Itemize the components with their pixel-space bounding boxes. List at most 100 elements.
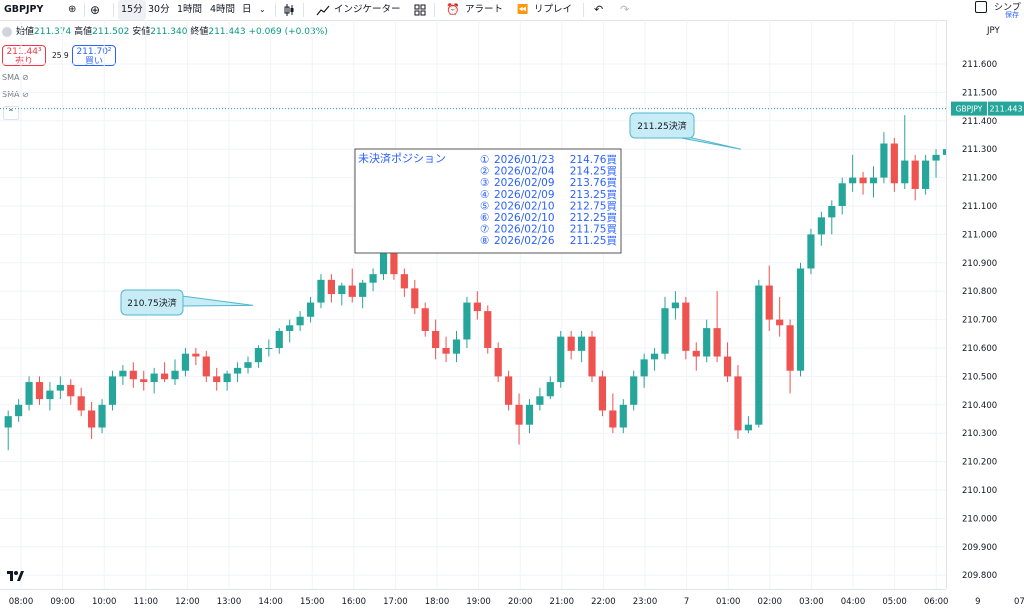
candle-body	[557, 336, 565, 383]
alarm-clock-icon[interactable]: ⏰	[446, 3, 460, 16]
candle-body	[536, 396, 544, 405]
candle-body	[828, 206, 836, 218]
x-tick-label: 9	[975, 597, 980, 607]
candle-body	[640, 359, 648, 377]
position-price: 211.25買	[570, 235, 618, 247]
save-link[interactable]: 保存	[1005, 11, 1019, 19]
candle-body	[838, 183, 846, 206]
position-number: ⑧	[480, 235, 489, 247]
change-value: +0.069 (+0.03%)	[248, 27, 328, 37]
indicators-button[interactable]: インジケーター	[334, 4, 401, 15]
tab-timeframe-1d[interactable]: 日	[242, 4, 252, 15]
indicators-icon[interactable]	[316, 0, 330, 20]
position-date: 2026/02/26	[494, 235, 555, 247]
toolbar-divider	[84, 3, 85, 17]
toolbar-divider	[303, 3, 304, 17]
candle-body	[202, 356, 210, 377]
candle-body	[723, 356, 732, 377]
candle-body	[661, 308, 669, 354]
price-axis[interactable]	[946, 20, 1024, 589]
candle-body	[911, 160, 919, 189]
time-axis[interactable]	[0, 589, 946, 610]
candle-body	[140, 379, 148, 383]
buy-button[interactable]: 211.70² 買い	[72, 45, 116, 67]
buy-label: 買い	[84, 57, 103, 67]
candle-body	[67, 384, 75, 397]
callout-label: 210.75決済	[127, 297, 177, 309]
replay-icon[interactable]: ⏪	[517, 5, 529, 15]
close-value: 211.443	[208, 27, 246, 37]
sell-price: 211.44³	[6, 47, 42, 57]
candle-body	[880, 143, 888, 178]
callout-label: 211.25決済	[637, 120, 687, 132]
position-number: ⑤	[480, 200, 489, 212]
add-symbol-icon[interactable]: ⊕	[90, 3, 101, 17]
toolbar-divider	[583, 3, 584, 17]
candle-body	[181, 353, 190, 371]
position-date: 2026/02/04	[494, 166, 555, 178]
candle-body	[588, 336, 596, 377]
candle-body	[400, 274, 408, 289]
candle-body	[442, 348, 450, 354]
eye-off-icon[interactable]: ⊘	[22, 73, 29, 82]
candle-body	[922, 160, 930, 189]
undo-icon[interactable]: ↶	[594, 3, 604, 16]
candle-body	[265, 348, 273, 349]
indicator-sma-2[interactable]: SMA ⊘	[2, 90, 29, 99]
candle-body	[160, 373, 169, 380]
candle-type-icon[interactable]	[284, 0, 294, 20]
currency-label[interactable]: JPY	[987, 26, 1000, 36]
alert-button[interactable]: アラート	[465, 4, 504, 15]
position-date: 2026/02/09	[494, 177, 555, 189]
candle-body	[463, 302, 471, 340]
candle-body	[192, 353, 200, 357]
position-price: 212.75買	[570, 200, 618, 212]
candle-body	[609, 410, 617, 428]
candle-body	[452, 339, 461, 354]
symbol-search-icon[interactable]: ⊕	[68, 4, 77, 15]
symbol-dot-icon	[2, 26, 12, 37]
candle-body	[713, 328, 721, 357]
positions-box: 未決済ポジション ① 2026/01/23 214.76買 ② 2026/02/04 214…	[354, 148, 622, 254]
candle-body	[598, 376, 607, 411]
high-value: 211.502	[92, 27, 130, 37]
tradingview-logo	[6, 570, 24, 585]
tab-timeframe-1h[interactable]: 1時間	[177, 4, 203, 15]
candle-body	[327, 279, 335, 295]
candle-body	[432, 330, 440, 348]
position-number: ③	[480, 177, 489, 189]
replay-button[interactable]: リプレイ	[534, 4, 573, 15]
candle-body	[859, 177, 867, 184]
simple-mode-checkbox[interactable]	[975, 1, 987, 13]
candle-body	[817, 217, 825, 235]
redo-icon[interactable]: ↷	[620, 3, 630, 16]
candle-body	[515, 404, 523, 425]
candle-body	[369, 274, 377, 283]
sell-button[interactable]: 211.44³ 売り	[2, 45, 46, 67]
position-date: 2026/01/23	[494, 154, 555, 166]
candle-body	[129, 370, 137, 380]
layout-grid-icon[interactable]	[414, 0, 426, 20]
indicator-sma-1[interactable]: SMA ⊘	[2, 73, 29, 82]
candle-body	[4, 416, 12, 428]
collapse-legend-icon[interactable]: ⌃	[3, 106, 19, 120]
symbol-label[interactable]: GBPJPY	[4, 4, 44, 15]
tab-timeframe-15m[interactable]: 15分	[118, 0, 146, 20]
candle-body	[317, 279, 325, 303]
candle-body	[35, 382, 44, 400]
candles	[4, 92, 1024, 451]
candle-body	[671, 302, 680, 309]
position-price: 213.76買	[570, 177, 618, 189]
candle-body	[88, 410, 96, 428]
chevron-down-icon[interactable]: ⌄	[259, 5, 266, 14]
candle-body	[567, 336, 575, 351]
candle-body	[505, 376, 513, 405]
eye-off-icon[interactable]: ⊘	[22, 90, 29, 99]
candle-body	[901, 160, 909, 184]
x-tick-label: 07	[1014, 597, 1024, 607]
candle-body	[411, 288, 419, 309]
tab-timeframe-30m[interactable]: 30分	[148, 4, 170, 15]
tab-timeframe-4h[interactable]: 4時間	[210, 4, 236, 15]
candle-body	[213, 376, 221, 383]
spread-value: 25.9	[52, 51, 69, 60]
